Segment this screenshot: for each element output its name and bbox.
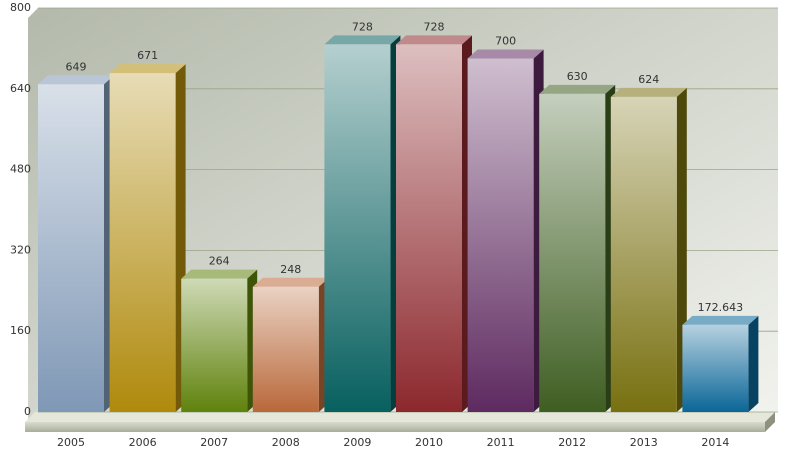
y-tick-label: 320 (10, 243, 31, 256)
value-label: 649 (66, 60, 87, 73)
bar (396, 44, 462, 413)
value-label: 248 (280, 263, 301, 276)
x-tick-label: 2011 (487, 436, 515, 449)
y-tick-label: 0 (24, 405, 31, 418)
x-tick-label: 2008 (272, 436, 300, 449)
bar (682, 324, 749, 412)
bar-top (682, 315, 759, 325)
floor-front (25, 422, 765, 432)
bar-top (324, 35, 401, 45)
x-tick-label: 2013 (630, 436, 658, 449)
bar-top (467, 49, 544, 59)
bar (252, 286, 319, 412)
bar-top (396, 35, 472, 45)
floor-top (25, 412, 775, 422)
bar (109, 73, 176, 413)
value-label: 172.643 (698, 301, 744, 314)
x-tick-label: 2014 (701, 436, 729, 449)
bar-top (181, 269, 258, 279)
x-tick-label: 2006 (129, 436, 157, 449)
x-tick-label: 2010 (415, 436, 443, 449)
bar (38, 84, 104, 412)
value-label: 728 (424, 20, 445, 33)
bar-top (252, 277, 329, 287)
value-label: 671 (137, 49, 158, 62)
floor-side (765, 412, 775, 432)
x-tick-label: 2012 (558, 436, 586, 449)
bar-top (109, 64, 186, 74)
bar (324, 44, 391, 413)
y-tick-label: 160 (10, 324, 31, 337)
bar-side (748, 315, 759, 412)
value-label: 624 (638, 73, 659, 86)
bar (610, 96, 677, 412)
bar (181, 278, 248, 412)
x-tick-label: 2005 (57, 436, 85, 449)
x-tick-label: 2007 (200, 436, 228, 449)
bar (539, 93, 606, 412)
value-label: 728 (352, 20, 373, 33)
bar-top (38, 75, 114, 85)
bar-top (610, 87, 687, 97)
y-tick-label: 800 (10, 1, 31, 14)
bar-top (539, 84, 616, 94)
value-label: 630 (567, 70, 588, 83)
value-label: 264 (209, 255, 230, 268)
y-tick-label: 480 (10, 163, 31, 176)
bar (467, 58, 534, 412)
value-label: 700 (495, 35, 516, 48)
x-tick-label: 2009 (343, 436, 371, 449)
y-tick-label: 640 (10, 82, 31, 95)
